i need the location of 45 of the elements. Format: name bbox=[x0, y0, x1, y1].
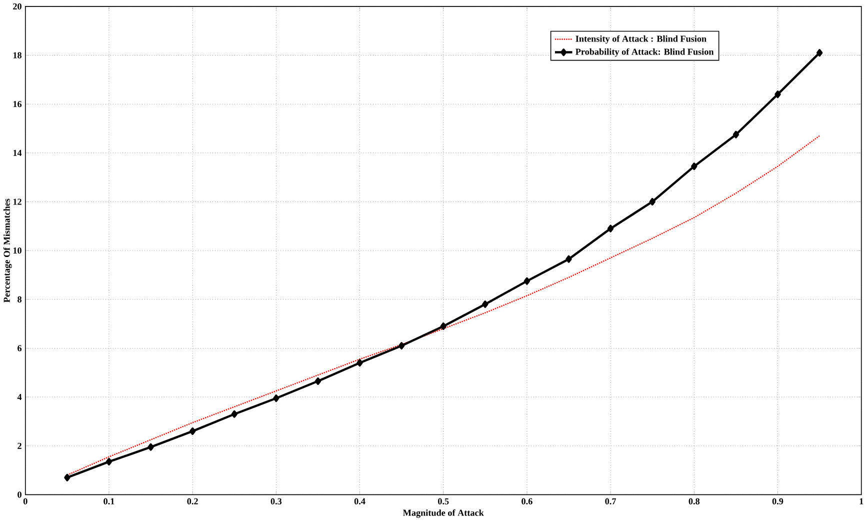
x-tick-label: 0.8 bbox=[688, 498, 700, 504]
y-tick-label: 12 bbox=[13, 198, 22, 205]
x-tick-label: 0.7 bbox=[605, 498, 616, 504]
point bbox=[774, 90, 781, 98]
point bbox=[356, 359, 363, 367]
x-tick-label: 0.3 bbox=[270, 498, 282, 504]
point bbox=[732, 130, 740, 138]
x-tick-label: 0.6 bbox=[522, 498, 532, 504]
point bbox=[106, 458, 112, 466]
point bbox=[607, 224, 614, 232]
x-tick-label: 0.9 bbox=[772, 498, 784, 504]
y-tick-label: 20 bbox=[13, 3, 22, 10]
y-tick-label: 4 bbox=[17, 394, 22, 400]
y-tick-label: 8 bbox=[18, 296, 22, 302]
point bbox=[231, 410, 238, 418]
y-tick-label: 14 bbox=[13, 150, 22, 156]
x-tick-label: 0 bbox=[23, 498, 28, 504]
y-tick-label: 6 bbox=[18, 345, 22, 352]
y-tick-label: 10 bbox=[13, 247, 22, 254]
point bbox=[189, 427, 196, 435]
y-tick-label: 0 bbox=[18, 492, 22, 498]
legend-label: Probability of Attack: Blind Fusion bbox=[576, 48, 714, 57]
x-tick-label: 0.2 bbox=[187, 498, 198, 504]
y-axis-title: Percentage Of Mismatches bbox=[3, 198, 12, 302]
point bbox=[440, 322, 446, 330]
point bbox=[314, 377, 322, 385]
x-tick-label: 1 bbox=[860, 498, 864, 504]
point bbox=[649, 198, 656, 206]
x-tick-label: 0.1 bbox=[104, 498, 114, 504]
point bbox=[816, 49, 823, 56]
legend-label: Intensity of Attack : Blind Fusion bbox=[576, 35, 706, 44]
point bbox=[64, 474, 70, 482]
x-tick-label: 0.4 bbox=[354, 498, 366, 504]
y-tick-label: 2 bbox=[18, 442, 22, 449]
point bbox=[398, 342, 405, 350]
x-tick-label: 0.5 bbox=[438, 498, 449, 504]
point bbox=[148, 443, 154, 451]
point bbox=[273, 394, 280, 402]
point bbox=[691, 162, 698, 170]
x-axis-title: Magnitude of Attack bbox=[403, 509, 484, 518]
point bbox=[524, 277, 530, 285]
y-tick-label: 16 bbox=[13, 100, 22, 108]
point bbox=[482, 300, 488, 308]
point bbox=[566, 255, 572, 263]
y-tick-label: 18 bbox=[13, 52, 22, 58]
